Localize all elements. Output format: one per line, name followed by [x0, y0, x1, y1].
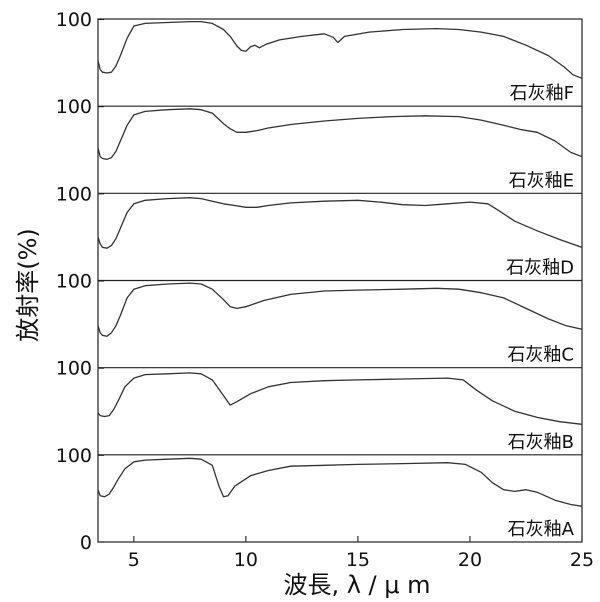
y-tick-label-top: 100 [56, 183, 92, 205]
panel: 100 石灰釉D [56, 183, 583, 279]
panel-stack: 100 石灰釉F 100 石灰釉E 100 石灰釉D 100 石灰釉C 100 石灰釉B 100 0 石… [56, 9, 583, 554]
y-tick-label-top: 100 [56, 445, 92, 467]
panel-label: 石灰釉D [506, 258, 574, 279]
panel-label: 石灰釉C [507, 345, 574, 366]
panel: 100 石灰釉C [56, 271, 583, 366]
y-tick-label-top: 100 [56, 358, 92, 380]
x-tick-label: 20 [458, 549, 482, 571]
series-line [97, 197, 583, 249]
x-tick-label: 5 [128, 549, 140, 571]
x-tick-label: 25 [570, 549, 594, 571]
panel: 100 石灰釉E [56, 96, 583, 191]
panel-label: 石灰釉E [509, 170, 574, 191]
panel: 100 0 石灰釉A [56, 445, 583, 554]
x-tick-label: 15 [346, 549, 370, 571]
y-tick-label-top: 100 [56, 9, 92, 31]
y-tick-label-top: 100 [56, 271, 92, 293]
panel: 100 石灰釉B [56, 358, 583, 453]
series-line [97, 20, 583, 79]
y-axis-title: 放射率(%) [14, 228, 42, 342]
panel: 100 石灰釉F [56, 9, 583, 104]
series-line [97, 282, 583, 337]
panel-label: 石灰釉A [508, 519, 575, 540]
y-tick-label-bottom: 0 [80, 532, 92, 554]
panel-label: 石灰釉F [510, 83, 574, 104]
series-line [97, 372, 583, 425]
x-tick-label: 10 [234, 549, 258, 571]
y-tick-label-top: 100 [56, 96, 92, 118]
x-axis-title: 波長, λ / μ m [283, 571, 430, 599]
series-line [97, 457, 583, 507]
series-line [97, 108, 583, 160]
x-axis: 5 10 15 20 25 [128, 536, 594, 571]
panel-label: 石灰釉B [508, 432, 574, 453]
